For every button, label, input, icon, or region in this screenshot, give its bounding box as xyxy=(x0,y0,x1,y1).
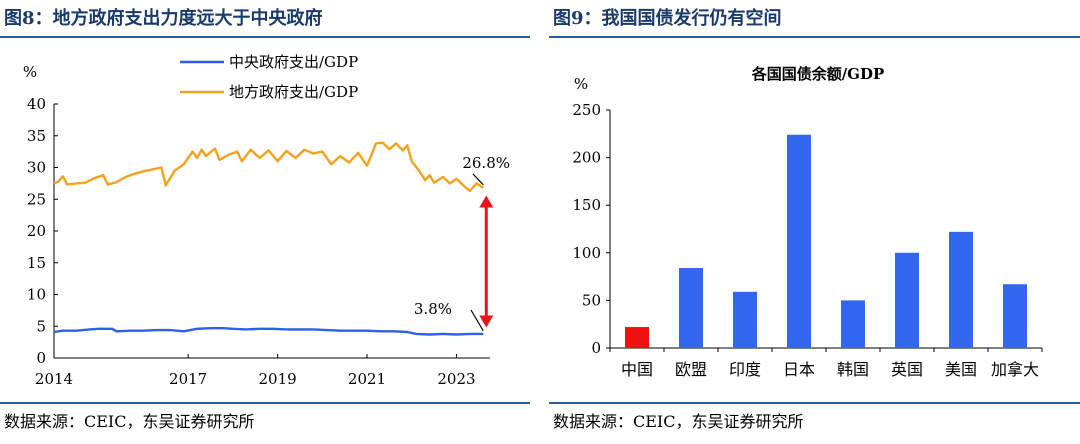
data-label: 26.8% xyxy=(462,154,510,172)
y-axis-unit-label: % xyxy=(23,63,37,81)
category-label: 中国 xyxy=(621,360,653,379)
line-chart: % 0 5 10 15 20 25 30 35 40 2014 2017 2019 2021 2023 中央政… xyxy=(23,53,510,388)
category-label: 美国 xyxy=(945,360,977,379)
y-tick-label: 0 xyxy=(36,349,46,367)
category-label: 印度 xyxy=(729,360,761,379)
bar xyxy=(1003,284,1027,348)
bar xyxy=(733,291,757,348)
y-tick-label: 100 xyxy=(572,244,601,262)
left-source-rule xyxy=(0,402,530,404)
category-label: 日本 xyxy=(783,360,815,379)
category-label: 加拿大 xyxy=(991,360,1039,379)
left-source-note: 数据来源：CEIC，东吴证券研究所 xyxy=(4,412,255,431)
legend-label: 地方政府支出/GDP xyxy=(229,83,358,101)
red-arrow-head-up xyxy=(479,195,494,208)
bar-chart: 各国国债余额/GDP% 0 50 100 150 200 250 中国 欧盟 印度 日本 韩国 英国 美国… xyxy=(572,65,1043,379)
y-tick-label: 15 xyxy=(27,254,46,272)
y-tick-label: 35 xyxy=(27,127,46,145)
right-title-rule xyxy=(549,36,1080,38)
right-figure-title: 图9：我国国债发行仍有空间 xyxy=(553,8,782,29)
bar xyxy=(895,252,919,348)
leader-line xyxy=(470,309,484,332)
y-tick-label: 5 xyxy=(36,317,46,335)
y-tick-label: 150 xyxy=(572,196,601,214)
y-axis-unit-label: % xyxy=(574,75,588,93)
right-source-note: 数据来源：CEIC，东吴证券研究所 xyxy=(553,412,804,431)
leader-line xyxy=(472,173,484,186)
category-label: 英国 xyxy=(891,360,923,379)
legend-label: 中央政府支出/GDP xyxy=(229,53,358,71)
x-tick-label: 2017 xyxy=(169,370,207,388)
y-tick-label: 30 xyxy=(27,159,46,177)
y-tick-label: 250 xyxy=(572,101,601,119)
category-label: 欧盟 xyxy=(675,360,707,379)
chart-title: 各国国债余额/GDP xyxy=(751,65,885,83)
data-label: 3.8% xyxy=(414,300,452,318)
x-tick-label: 2014 xyxy=(35,370,73,388)
series-line xyxy=(53,141,484,193)
right-source-rule xyxy=(549,402,1080,404)
x-tick-label: 2019 xyxy=(258,370,296,388)
left-figure-panel: 图8：地方政府支出力度远大于中央政府 % 0 5 10 15 20 25 30 35 40 2014… xyxy=(0,0,530,444)
bar xyxy=(787,134,811,348)
y-tick-label: 0 xyxy=(591,339,601,357)
bar xyxy=(841,300,865,348)
bar xyxy=(625,327,649,348)
right-figure-panel: 图9：我国国债发行仍有空间 各国国债余额/GDP% 0 50 100 150 200 250… xyxy=(549,0,1080,444)
category-label: 韩国 xyxy=(837,360,869,379)
y-tick-label: 20 xyxy=(27,222,46,240)
y-tick-label: 40 xyxy=(27,95,46,113)
bar xyxy=(949,231,973,348)
y-tick-label: 10 xyxy=(27,286,46,304)
x-tick-label: 2021 xyxy=(348,370,386,388)
y-tick-label: 50 xyxy=(582,291,601,309)
bar xyxy=(679,268,703,348)
y-tick-label: 200 xyxy=(572,149,601,167)
y-tick-label: 25 xyxy=(27,190,46,208)
red-arrow-head-down xyxy=(479,315,494,328)
left-figure-title: 图8：地方政府支出力度远大于中央政府 xyxy=(4,8,323,29)
series-line xyxy=(53,327,484,336)
left-title-rule xyxy=(0,36,530,38)
x-tick-label: 2023 xyxy=(437,370,475,388)
